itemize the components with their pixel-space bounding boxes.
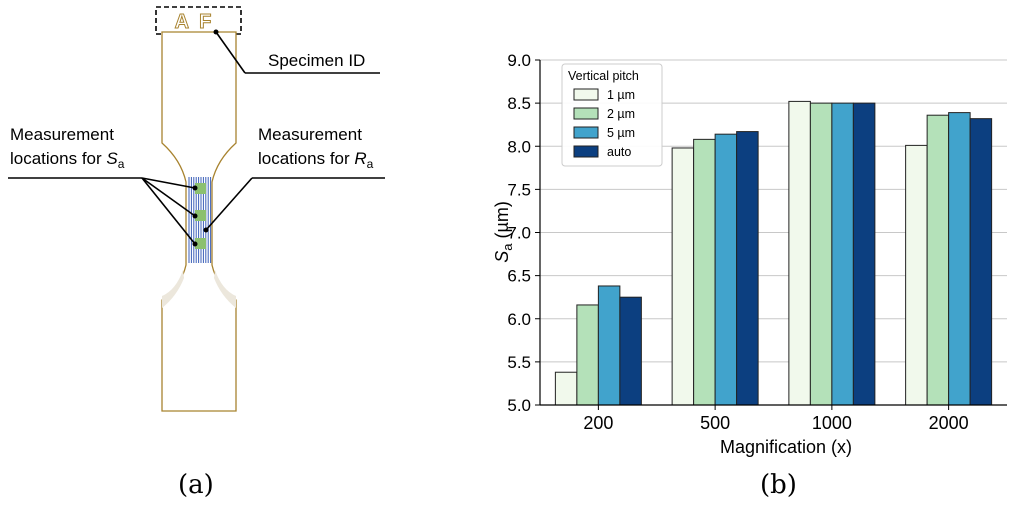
sa-leader-2 [141,177,196,217]
chart-legend: Vertical pitch 1 µm 2 µm 5 µm auto [561,63,663,167]
bar-auto-200 [619,296,642,406]
bar-2-µm-2000 [926,114,950,406]
bar-auto-1000 [852,102,876,406]
fillet-shading-right [214,270,236,308]
x-tick-label: 200 [583,413,613,433]
specimen-diagram: AF Specimen ID Measurement locations for… [8,6,385,412]
caption-a: (a) [178,470,214,500]
sa-dot-2 [192,213,198,219]
ra-dot [203,227,209,233]
y-tick-label: 7.5 [507,180,531,199]
x-tick-label: 500 [700,413,730,433]
ra-label-line2: locations for Ra [258,149,374,171]
bar-5-µm-500 [714,133,738,406]
specimen-id-label: Specimen ID [268,51,365,70]
legend-swatch-1 [573,88,599,101]
legend-label-2: 2 µm [607,107,635,121]
sa-leader-1 [141,177,196,189]
sa-spot-top [195,183,206,194]
legend-label-4: auto [607,145,631,159]
ra-label-line1: Measurement [258,125,362,144]
y-tick-label: 6.0 [507,310,531,329]
sa-bar-chart-panel: 5.0 5.5 6.0 6.5 7.0 7.5 8.0 8.5 9.0 200 500 1000 200… [470,0,1012,506]
sa-leader-3 [141,177,196,245]
x-tick-label: 2000 [929,413,969,433]
bar-5-µm-200 [597,285,621,406]
y-axis-label: Sa (µm) [492,201,515,263]
legend-swatch-4 [573,145,599,158]
chart-ticks: 5.0 5.5 6.0 6.5 7.0 7.5 8.0 8.5 9.0 200 500 1000 200… [507,51,968,433]
sa-spot-bottom [195,238,206,249]
specimen-id-dot [213,29,219,35]
ra-leader [205,177,253,231]
y-tick-label: 5.5 [507,353,531,372]
bar-1-µm-500 [671,147,695,406]
sa-bar-chart: 5.0 5.5 6.0 6.5 7.0 7.5 8.0 8.5 9.0 200 500 1000 200… [492,51,1007,457]
bar-auto-2000 [969,118,993,406]
bar-auto-500 [736,131,759,406]
sa-dot-1 [192,185,198,191]
fillet-shading-left [162,270,184,308]
chart-bars [554,100,993,406]
legend-label-3: 5 µm [607,126,635,140]
y-tick-label: 8.5 [507,94,531,113]
bar-1-µm-1000 [788,100,811,406]
legend-swatch-3 [573,126,599,139]
sa-dot-3 [192,241,198,247]
y-tick-label: 9.0 [507,51,531,70]
legend-label-1: 1 µm [607,88,635,102]
y-tick-label: 5.0 [507,396,531,415]
bar-5-µm-1000 [831,102,854,406]
y-tick-label: 8.0 [507,137,531,156]
bar-1-µm-200 [554,371,578,406]
x-axis-label: Magnification (x) [720,437,852,457]
x-tick-label: 1000 [812,413,852,433]
sa-label-line1: Measurement [10,125,114,144]
legend-swatch-2 [573,107,599,120]
legend-title: Vertical pitch [568,69,639,83]
bar-1-µm-2000 [905,144,928,406]
bar-2-µm-200 [576,304,599,406]
specimen-id-leader [215,31,246,74]
bar-5-µm-2000 [948,112,971,406]
y-tick-label: 7.0 [507,224,531,243]
specimen-id-marks: AF [175,11,222,33]
specimen-diagram-panel: AF Specimen ID Measurement locations for… [0,0,400,506]
sa-spot-middle [195,210,206,221]
sa-label-line2: locations for Sa [10,149,125,171]
bar-2-µm-500 [693,138,716,406]
caption-b: (b) [760,470,797,500]
y-tick-label: 6.5 [507,267,531,286]
bar-2-µm-1000 [809,102,833,406]
